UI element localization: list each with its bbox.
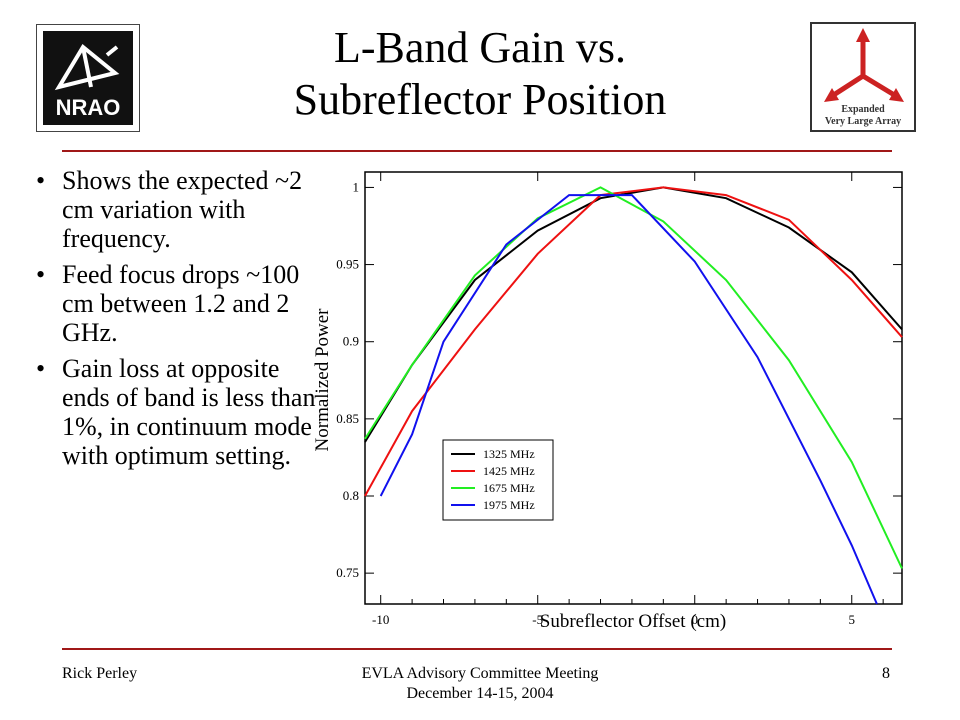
x-tick-label: -5 bbox=[532, 612, 543, 627]
x-tick-label: 5 bbox=[849, 612, 856, 627]
nrao-logo-graphic: NRAO bbox=[43, 31, 133, 125]
series-line bbox=[364, 186, 903, 443]
evla-logo: Expanded Very Large Array bbox=[810, 22, 916, 132]
bullet-list: Shows the expected ~2 cm variation with … bbox=[36, 166, 326, 477]
slide-title-line1: L-Band Gain vs. bbox=[333, 23, 627, 72]
y-tick-label: 0.75 bbox=[336, 565, 359, 580]
series-line bbox=[364, 186, 903, 569]
slide-title-line2: Subreflector Position bbox=[293, 75, 667, 124]
y-tick-label: 0.9 bbox=[343, 334, 359, 349]
axis-ticks: -10 -5 0 5 0.75 0.8 0.85 0.9 0.95 1 bbox=[336, 172, 902, 627]
y-tick-label: 0.8 bbox=[343, 488, 359, 503]
legend-label: 1325 MHz bbox=[483, 447, 535, 461]
x-tick-label: -10 bbox=[372, 612, 389, 627]
slide-title: L-Band Gain vs. Subreflector Position bbox=[190, 22, 770, 126]
series-line bbox=[364, 186, 903, 497]
legend-label: 1425 MHz bbox=[483, 464, 535, 478]
y-axis-label: Normalized Power bbox=[312, 308, 333, 452]
evla-logo-line2: Very Large Array bbox=[825, 116, 901, 127]
legend: 1325 MHz 1425 MHz 1675 MHz 1975 MHz bbox=[442, 439, 554, 521]
bullet-item: Gain loss at opposite ends of band is le… bbox=[36, 354, 326, 470]
nrao-logo: NRAO bbox=[36, 24, 140, 132]
footer-meeting-name: EVLA Advisory Committee Meeting bbox=[361, 665, 599, 682]
series-line bbox=[379, 194, 878, 605]
bottom-divider bbox=[62, 648, 892, 650]
gain-chart: -10 -5 0 5 0.75 0.8 0.85 0.9 0.95 1 1325 MHz 1425 … bbox=[312, 171, 903, 632]
plot-frame bbox=[364, 171, 903, 605]
bullet-item: Feed focus drops ~100 cm between 1.2 and… bbox=[36, 260, 326, 347]
footer-meeting-date: December 14-15, 2004 bbox=[406, 685, 554, 702]
y-tick-label: 0.85 bbox=[336, 411, 359, 426]
footer-author: Rick Perley bbox=[62, 665, 138, 682]
top-divider bbox=[62, 150, 892, 152]
y-tick-label: 1 bbox=[353, 179, 360, 194]
legend-label: 1975 MHz bbox=[483, 498, 535, 512]
bullet-item: Shows the expected ~2 cm variation with … bbox=[36, 166, 326, 253]
x-tick-label: 0 bbox=[691, 612, 698, 627]
nrao-logo-text: NRAO bbox=[56, 95, 121, 120]
series-lines bbox=[364, 186, 903, 605]
evla-logo-graphic: Expanded Very Large Array bbox=[824, 28, 904, 127]
footer-page-number: 8 bbox=[882, 665, 890, 682]
legend-label: 1675 MHz bbox=[483, 481, 535, 495]
evla-logo-line1: Expanded bbox=[841, 104, 885, 115]
x-axis-label: Subreflector Offset (cm) bbox=[540, 611, 726, 632]
footer-meeting: EVLA Advisory Committee Meeting December… bbox=[280, 664, 680, 704]
y-tick-label: 0.95 bbox=[336, 257, 359, 272]
